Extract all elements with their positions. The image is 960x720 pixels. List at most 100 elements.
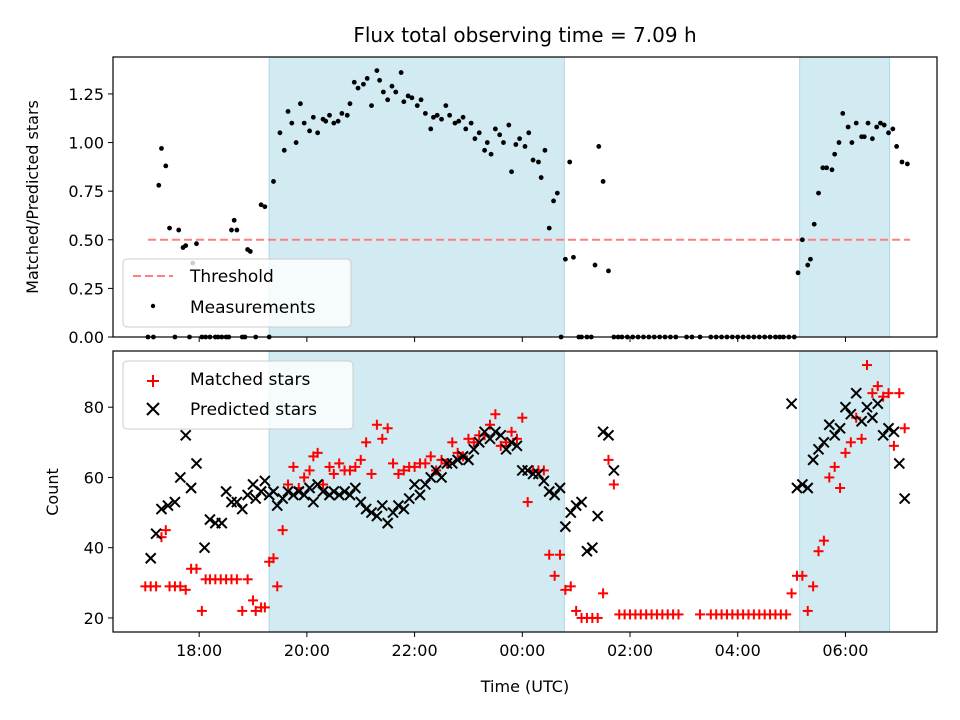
matched-star-point [388, 458, 399, 469]
matched-star-point [304, 465, 315, 476]
counts-y-axis-label: Count [43, 468, 62, 516]
counts-panel: 18:00 20:00 22:00 00:00 02:00 04:00 06:00 20 40 6… [43, 350, 938, 696]
predicted-star-point [505, 436, 518, 449]
predicted-star-point [282, 485, 294, 498]
measurement-point [536, 159, 541, 165]
measurement-point [327, 112, 332, 118]
predicted-star-point [349, 482, 362, 494]
predicted-star-point [169, 496, 181, 508]
predicted-star-point [591, 510, 604, 522]
legend-matched-label: Matched stars [190, 370, 310, 390]
measurement-point [482, 147, 488, 153]
matched-star-point [673, 609, 684, 620]
predicted-star-point [371, 510, 383, 522]
measurement-point [869, 136, 875, 142]
predicted-star-point [220, 485, 232, 498]
measurement-point [805, 262, 811, 268]
measurement-point [258, 202, 264, 208]
ratio-y-axis-label: Matched/Predicted stars [23, 100, 42, 294]
predicted-star-point [185, 482, 197, 494]
predicted-star-point [812, 443, 825, 456]
measurement-point [167, 225, 172, 231]
measurement-point [836, 140, 842, 145]
predicted-star-point [850, 387, 862, 399]
legend-predicted-label: Predicted stars [190, 400, 317, 420]
predicted-star-point [882, 422, 895, 434]
matched-star-point [175, 581, 186, 592]
predicted-star-point [839, 401, 852, 413]
predicted-star-point [511, 440, 523, 452]
matched-star-point [259, 602, 270, 613]
measurement-point [824, 165, 829, 171]
matched-star-point [231, 574, 242, 585]
measurement-point [463, 126, 469, 132]
matched-star-point [447, 437, 458, 448]
x-tick-label: 04:00 [715, 641, 761, 660]
predicted-star-point [500, 443, 512, 456]
legend-matched-swatch [147, 375, 159, 387]
matched-star-point [160, 525, 171, 536]
measurement-point [551, 198, 556, 204]
measurement-point [234, 227, 240, 233]
predicted-star-point [271, 499, 283, 512]
ratio-panel: 0.00 0.25 0.50 0.75 1.00 1.25 Matched/Predict… [23, 56, 938, 347]
measurement-point [509, 169, 514, 175]
measurement-point [347, 101, 353, 107]
measurement-point [886, 130, 891, 136]
measurement-point [522, 144, 528, 149]
matched-star-point [555, 549, 566, 560]
ratio-y-tick-label: 0.50 [68, 231, 104, 250]
matched-star-point [156, 532, 167, 543]
measurement-point [361, 81, 366, 87]
matched-star-point [608, 479, 619, 490]
matched-star-point [840, 447, 851, 458]
measurement-point [364, 75, 370, 81]
matched-star-point [250, 605, 261, 616]
predicted-star-point [451, 454, 464, 466]
measurement-point [428, 126, 434, 132]
matched-star-point [377, 433, 388, 444]
predicted-star-point [392, 499, 405, 512]
predicted-star-point [328, 485, 340, 498]
predicted-star-point [855, 415, 868, 427]
measurement-point [460, 114, 466, 120]
matched-star-point [425, 451, 436, 462]
measurement-point [832, 151, 838, 157]
predicted-star-point [255, 485, 267, 498]
measurement-point [298, 101, 303, 107]
predicted-star-point [174, 471, 187, 484]
measurement-point [513, 142, 519, 147]
matched-star-point [237, 605, 248, 616]
matched-star-point [797, 570, 808, 581]
predicted-star-point [250, 492, 262, 505]
measurement-point [894, 144, 900, 149]
measurement-point [183, 243, 189, 249]
matched-star-point [180, 584, 191, 595]
measurement-point [904, 161, 910, 167]
matched-star-point [888, 440, 899, 451]
predicted-star-point [489, 426, 502, 438]
matched-star-point [845, 437, 856, 448]
counts-legend-box [122, 360, 354, 430]
measurement-point [293, 140, 299, 145]
measurement-point [369, 103, 374, 109]
predicted-star-point [241, 489, 254, 501]
matched-star-point [312, 447, 323, 458]
matched-star-point [409, 461, 420, 472]
matched-star-point [571, 605, 582, 616]
matched-star-point [495, 440, 506, 451]
measurement-point [592, 262, 598, 268]
predicted-star-point [216, 517, 228, 529]
measurement-point [488, 151, 494, 157]
measurement-point [281, 147, 287, 153]
predicted-star-point [204, 513, 216, 526]
matched-star-point [511, 433, 522, 444]
predicted-star-point [298, 489, 310, 501]
predicted-star-point [543, 485, 555, 498]
predicted-star-point [575, 496, 588, 508]
matched-star-point [818, 535, 829, 546]
ratio-legend: Threshold Measurements [122, 258, 352, 328]
matched-star-point [452, 447, 463, 458]
predicted-star-point [468, 443, 480, 456]
